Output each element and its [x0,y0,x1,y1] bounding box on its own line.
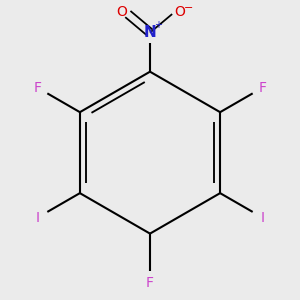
Text: I: I [35,211,39,225]
Text: I: I [261,211,265,225]
Text: F: F [146,276,154,290]
Text: F: F [259,81,267,94]
Text: −: − [184,3,193,13]
Text: F: F [33,81,41,94]
Text: +: + [154,20,162,30]
Text: N: N [144,25,156,40]
Text: O: O [174,5,185,19]
Text: O: O [116,5,127,19]
